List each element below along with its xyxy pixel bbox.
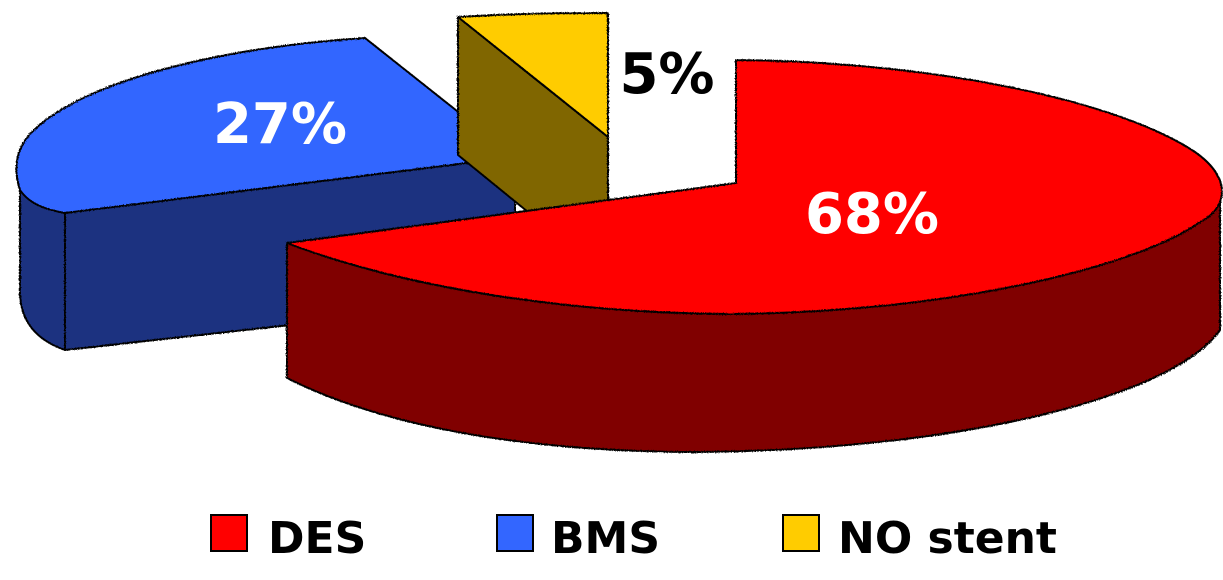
legend-item-des: DES bbox=[210, 513, 366, 564]
legend-swatch-no-stent bbox=[782, 514, 820, 552]
slice-label-no-stent: 5% bbox=[619, 42, 714, 107]
slice-des bbox=[286, 59, 1223, 453]
slice-label-bms: 27% bbox=[213, 92, 347, 157]
slice-no-stent-top bbox=[457, 12, 609, 138]
legend-swatch-des bbox=[210, 514, 248, 552]
slice-bms bbox=[15, 37, 516, 351]
slice-label-des: 68% bbox=[805, 182, 939, 247]
legend-swatch-bms bbox=[496, 514, 534, 552]
slice-des-top bbox=[286, 59, 1223, 315]
legend-label-no-stent: NO stent bbox=[838, 513, 1057, 564]
legend-item-bms: BMS bbox=[496, 513, 660, 564]
legend-label-bms: BMS bbox=[551, 513, 660, 564]
slice-bms-top bbox=[15, 37, 516, 214]
legend-label-des: DES bbox=[268, 513, 366, 564]
legend-item-no-stent: NO stent bbox=[782, 513, 1057, 564]
slice-no-stent bbox=[457, 12, 609, 213]
legend: DES BMS NO stent bbox=[210, 513, 1057, 564]
